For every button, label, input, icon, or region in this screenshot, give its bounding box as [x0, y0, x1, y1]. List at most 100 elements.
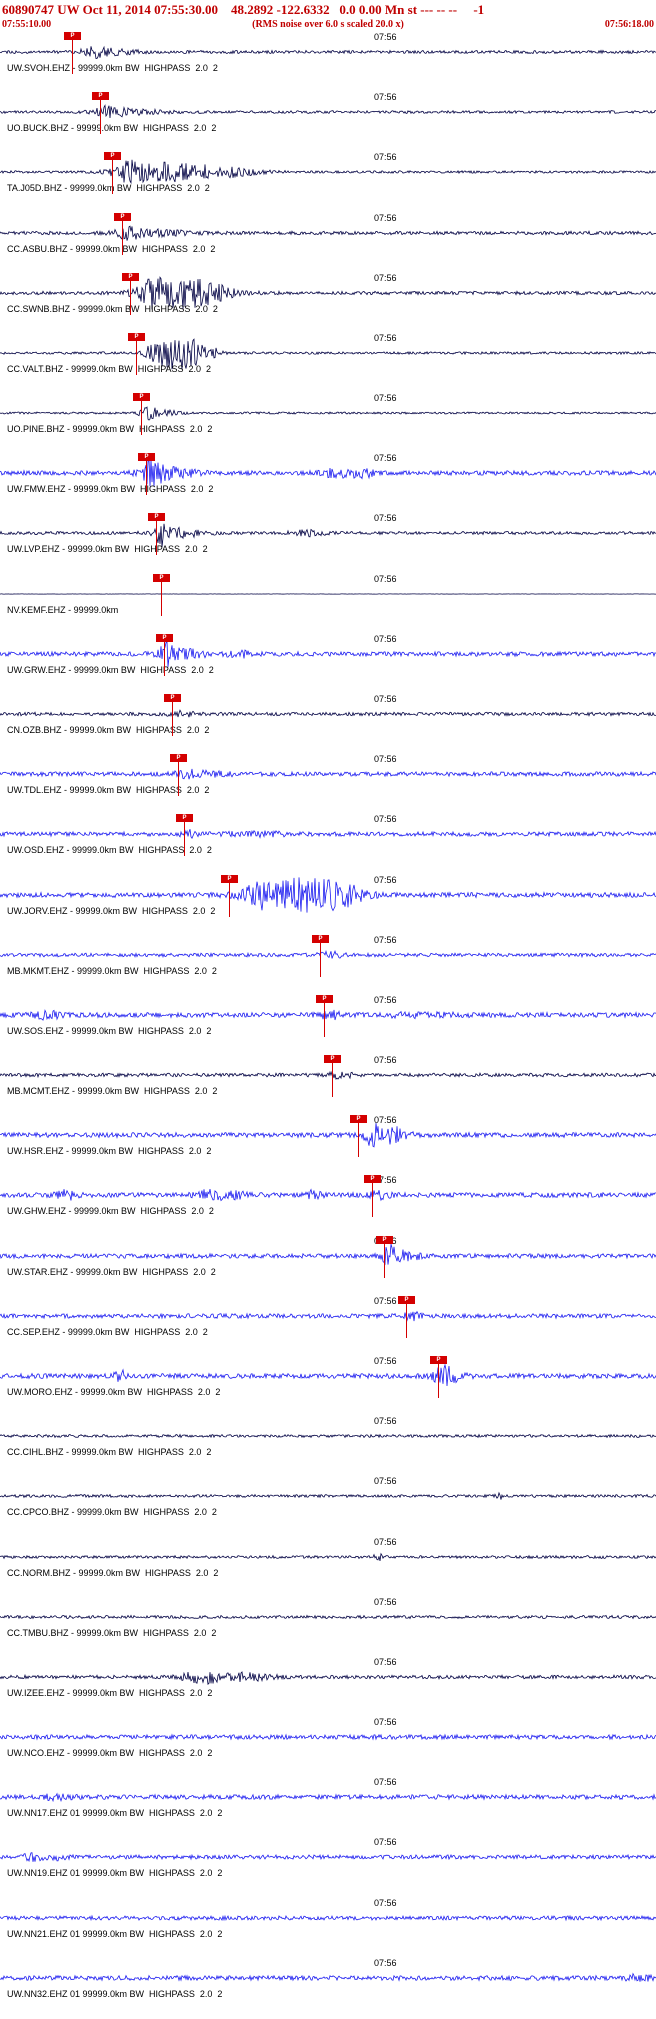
p-pick-flag[interactable]: P: [316, 994, 333, 1003]
station-label-cc-sep-ehz: CC.SEP.EHZ - 99999.0km BW HIGHPASS 2.0 2: [7, 1326, 208, 1337]
p-pick-line: [122, 220, 123, 255]
waveform-uw-ghw-ehz[interactable]: [0, 1175, 656, 1236]
p-pick-flag[interactable]: P: [164, 694, 181, 702]
waveform-uw-fmw-ehz[interactable]: [0, 453, 656, 514]
p-pick-flag[interactable]: P: [221, 874, 238, 883]
trace-row-uw-sos-ehz: 07:56 P UW.SOS.EHZ - 99999.0km BW HIGHPASS…: [0, 994, 656, 1056]
station-label-uw-nn19-ehz: UW.NN19.EHZ 01 99999.0km BW HIGHPASS 2.0…: [7, 1868, 223, 1879]
station-label-mb-mcmt-ehz: MB.MCMT.EHZ - 99999.0km BW HIGHPASS 2.0 …: [7, 1086, 218, 1097]
waveform-uw-jorv-ehz[interactable]: [0, 875, 656, 936]
trace-row-uw-grw-ehz: 07:56 P UW.GRW.EHZ - 99999.0km BW HIGHPASS…: [0, 633, 656, 695]
p-pick-flag[interactable]: P: [176, 814, 193, 823]
p-pick-flag[interactable]: P: [64, 32, 81, 40]
waveform-nv-kemf-ehz[interactable]: [0, 574, 656, 635]
waveform-uo-pine-bhz[interactable]: [0, 393, 656, 454]
p-pick-line: [112, 160, 113, 195]
station-label-uw-svoh-ehz: UW.SVOH.EHZ - 99999.0km BW HIGHPASS 2.0 …: [7, 63, 218, 73]
time-axis-header: 07:55:10.00 (RMS noise over 6.0 s scaled…: [0, 19, 656, 32]
waveform-uw-star-ehz[interactable]: [0, 1236, 656, 1297]
p-pick-flag[interactable]: P: [312, 934, 329, 943]
waveform-cc-norm-bhz[interactable]: [0, 1537, 656, 1598]
scaling-note: (RMS noise over 6.0 s scaled 20.0 x): [252, 19, 404, 30]
time-tick-label: 07:56: [374, 1957, 397, 1968]
p-pick-flag[interactable]: P: [324, 1055, 341, 1064]
p-pick-flag[interactable]: P: [104, 152, 121, 161]
p-pick-line: [164, 641, 165, 676]
waveform-uw-moro-ehz[interactable]: [0, 1356, 656, 1417]
trace-row-uw-osd-ehz: 07:56 P UW.OSD.EHZ - 99999.0km BW HIGHPASS…: [0, 814, 656, 875]
trace-row-ta-j05d-bhz: 07:56 P TA.J05D.BHZ - 99999.0km BW HIGHPAS…: [0, 152, 656, 213]
waveform-uw-grw-ehz[interactable]: [0, 634, 656, 695]
waveform-uw-nn32-ehz[interactable]: [0, 1958, 656, 2019]
p-pick-line: [172, 702, 173, 736]
waveform-uw-nn17-ehz[interactable]: [0, 1777, 656, 1838]
p-pick-flag[interactable]: P: [92, 92, 109, 101]
p-pick-flag[interactable]: P: [350, 1115, 367, 1124]
trace-row-uw-nn19-ehz: 07:56 UW.NN19.EHZ 01 99999.0km BW HIGHPAS…: [0, 1837, 656, 1898]
trace-row-uw-hsr-ehz: 07:56 P UW.HSR.EHZ - 99999.0km BW HIGHPASS…: [0, 1115, 656, 1176]
p-pick-flag[interactable]: P: [133, 393, 150, 402]
waveform-uw-nn19-ehz[interactable]: [0, 1837, 656, 1898]
waveform-uw-nn21-ehz[interactable]: [0, 1898, 656, 1959]
time-tick-label: 07:56: [374, 1115, 397, 1126]
p-pick-line: [184, 822, 185, 857]
p-pick-flag[interactable]: P: [153, 573, 170, 582]
waveform-cn-ozb-bhz[interactable]: [0, 694, 656, 755]
p-pick-flag[interactable]: P: [376, 1235, 393, 1244]
waveform-cc-tmbu-bhz[interactable]: [0, 1597, 656, 1658]
trace-row-uo-pine-bhz: 07:56 P UO.PINE.BHZ - 99999.0km BW HIGHPAS…: [0, 393, 656, 454]
waveform-uw-lvp-ehz[interactable]: [0, 513, 656, 574]
waveform-cc-asbu-bhz[interactable]: [0, 213, 656, 274]
p-pick-flag[interactable]: P: [430, 1356, 447, 1364]
trace-row-uw-nn17-ehz: 07:56 UW.NN17.EHZ 01 99999.0km BW HIGHPAS…: [0, 1777, 656, 1838]
waveform-cc-valt-bhz[interactable]: [0, 333, 656, 394]
time-tick-label: 07:56: [374, 1656, 397, 1667]
waveform-uo-buck-bhz[interactable]: [0, 92, 656, 153]
window-end-time: 07:56:18.00: [604, 19, 654, 30]
trace-row-cc-cihl-bhz: 07:56 CC.CIHL.BHZ - 99999.0km BW HIGHPASS…: [0, 1416, 656, 1477]
p-pick-flag[interactable]: P: [364, 1175, 381, 1184]
station-label-uw-jorv-ehz: UW.JORV.EHZ - 99999.0km BW HIGHPASS 2.0 …: [7, 905, 216, 916]
p-pick-flag[interactable]: P: [148, 513, 165, 522]
p-pick-flag[interactable]: P: [122, 272, 139, 281]
waveform-uw-hsr-ehz[interactable]: [0, 1115, 656, 1176]
station-label-cn-ozb-bhz: CN.OZB.BHZ - 99999.0km BW HIGHPASS 2.0 2: [7, 725, 210, 735]
waveform-mb-mcmt-ehz[interactable]: [0, 1055, 656, 1116]
time-tick-label: 07:56: [374, 1356, 397, 1366]
waveform-uw-tdl-ehz[interactable]: [0, 754, 656, 815]
time-tick-label: 07:56: [374, 1777, 397, 1788]
waveform-mb-mkmt-ehz[interactable]: [0, 935, 656, 996]
time-tick-label: 07:56: [374, 1536, 397, 1547]
waveform-cc-cpco-bhz[interactable]: [0, 1476, 656, 1537]
waveform-uw-sos-ehz[interactable]: [0, 995, 656, 1056]
waveform-uw-svoh-ehz[interactable]: [0, 32, 656, 93]
waveform-uw-izee-ehz[interactable]: [0, 1657, 656, 1718]
waveform-cc-sep-ehz[interactable]: [0, 1296, 656, 1357]
time-tick-label: 07:56: [374, 1717, 397, 1727]
station-label-nv-kemf-ehz: NV.KEMF.EHZ - 99999.0km: [7, 604, 119, 615]
waveform-ta-j05d-bhz[interactable]: [0, 152, 656, 213]
waveform-cc-cihl-bhz[interactable]: [0, 1416, 656, 1477]
p-pick-flag[interactable]: P: [170, 754, 187, 763]
station-label-uo-pine-bhz: UO.PINE.BHZ - 99999.0km BW HIGHPASS 2.0 …: [7, 424, 213, 435]
waveform-cc-swnb-bhz[interactable]: [0, 273, 656, 334]
p-pick-line: [178, 762, 179, 797]
event-summary: 60890747 UW Oct 11, 2014 07:55:30.00 48.…: [2, 2, 485, 17]
p-pick-flag[interactable]: P: [398, 1295, 415, 1304]
time-tick-label: 07:56: [374, 1596, 397, 1607]
station-label-uw-nn17-ehz: UW.NN17.EHZ 01 99999.0km BW HIGHPASS 2.0…: [7, 1808, 223, 1819]
p-pick-flag[interactable]: P: [128, 332, 145, 341]
waveform-uw-osd-ehz[interactable]: [0, 814, 656, 875]
trace-row-cc-tmbu-bhz: 07:56 CC.TMBU.BHZ - 99999.0km BW HIGHPASS…: [0, 1597, 656, 1658]
p-pick-flag[interactable]: P: [138, 453, 155, 462]
time-tick-label: 07:56: [374, 1476, 397, 1487]
event-header: 60890747 UW Oct 11, 2014 07:55:30.00 48.…: [0, 0, 656, 32]
trace-row-uw-lvp-ehz: 07:56 P UW.LVP.EHZ - 99999.0km BW HIGHPASS…: [0, 513, 656, 574]
trace-row-cc-asbu-bhz: 07:56 P CC.ASBU.BHZ - 99999.0km BW HIGHPAS…: [0, 212, 656, 274]
time-tick-label: 07:56: [374, 32, 397, 42]
p-pick-flag[interactable]: P: [156, 633, 173, 642]
p-pick-flag[interactable]: P: [114, 212, 131, 221]
waveform-uw-nco-ehz[interactable]: [0, 1717, 656, 1778]
p-pick-line: [130, 280, 131, 315]
